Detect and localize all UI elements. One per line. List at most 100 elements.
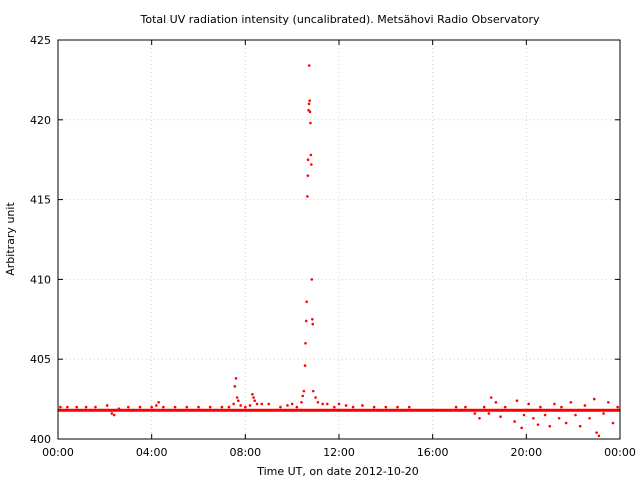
data-point — [499, 415, 502, 418]
data-point — [489, 396, 493, 399]
y-tick-label: 415 — [30, 194, 51, 207]
data-points — [58, 64, 620, 438]
x-axis-label: Time UT, on date 2012-10-20 — [256, 465, 419, 478]
x-tick-label: 20:00 — [510, 446, 542, 459]
plot-frame — [57, 39, 621, 440]
data-baseline-band — [58, 408, 620, 412]
data-point — [306, 174, 310, 177]
data-point — [185, 405, 189, 409]
data-point — [227, 405, 231, 409]
data-point — [304, 319, 308, 323]
data-point — [569, 400, 573, 404]
data-point — [233, 385, 237, 388]
tick-labels: 00:00 04:00 08:00 12:00 16:00 20:00 00:0040040… — [30, 34, 636, 459]
data-point — [564, 421, 568, 425]
y-tick-label: 420 — [30, 114, 51, 127]
x-tick-label: 16:00 — [417, 446, 449, 459]
data-point — [302, 389, 306, 393]
data-point — [220, 405, 224, 409]
data-point — [138, 405, 142, 409]
data-point — [503, 405, 507, 409]
x-tick-label: 00:00 — [604, 446, 636, 459]
data-point — [557, 416, 561, 420]
data-point — [126, 405, 130, 409]
data-point — [308, 99, 312, 102]
data-point — [482, 405, 486, 409]
data-point — [59, 405, 62, 409]
data-point — [384, 405, 388, 409]
data-point — [117, 407, 121, 410]
data-point — [279, 405, 282, 409]
data-point — [588, 416, 591, 420]
data-point — [536, 423, 540, 426]
data-point — [515, 399, 519, 402]
data-point — [301, 394, 305, 398]
data-point — [314, 396, 317, 399]
data-point — [325, 402, 329, 406]
data-point — [522, 413, 526, 417]
data-point — [351, 405, 355, 409]
data-point — [306, 195, 309, 198]
data-point — [311, 318, 314, 321]
y-tick-label: 400 — [30, 433, 51, 446]
x-tick-label: 04:00 — [136, 446, 168, 459]
data-point — [260, 402, 264, 406]
y-tick-label: 410 — [30, 273, 51, 286]
data-point — [267, 402, 271, 406]
data-point — [110, 412, 114, 415]
data-point — [309, 153, 313, 157]
x-tick-label: 08:00 — [229, 446, 261, 459]
data-point — [560, 405, 563, 409]
data-point — [75, 405, 79, 409]
data-point — [237, 399, 240, 402]
data-point — [487, 412, 491, 415]
data-point — [592, 397, 596, 401]
data-point — [235, 396, 239, 399]
data-point — [251, 393, 254, 396]
data-point — [255, 402, 259, 406]
data-point — [595, 431, 598, 434]
data-point — [464, 405, 467, 409]
data-point — [361, 404, 364, 407]
data-point — [234, 377, 238, 380]
grid — [58, 40, 620, 439]
data-point — [162, 405, 165, 409]
data-point — [333, 405, 336, 409]
data-point — [300, 400, 303, 404]
data-point — [574, 413, 577, 417]
y-axis-label: Arbitrary unit — [4, 202, 17, 276]
data-point — [311, 322, 315, 326]
data-point — [66, 405, 69, 409]
x-tick-label: 12:00 — [323, 446, 355, 459]
chart-title: Total UV radiation intensity (uncalibrat… — [140, 13, 540, 26]
data-point — [478, 416, 481, 420]
data-point — [583, 404, 587, 407]
data-point — [305, 300, 308, 304]
data-point — [286, 404, 289, 407]
data-point — [372, 405, 376, 409]
data-point — [602, 412, 605, 415]
x-tick-label: 00:00 — [42, 446, 74, 459]
data-point — [295, 405, 299, 409]
data-point — [150, 405, 153, 409]
data-point — [553, 402, 556, 406]
data-point — [252, 396, 255, 399]
data-point — [321, 402, 324, 406]
data-point — [473, 412, 477, 415]
data-point — [508, 408, 512, 412]
data-point — [548, 424, 552, 428]
data-point — [494, 400, 498, 404]
data-point — [407, 405, 411, 409]
data-point — [316, 400, 320, 404]
data-point — [337, 402, 341, 406]
data-point — [311, 389, 315, 393]
data-point — [539, 405, 542, 409]
data-point — [543, 413, 547, 417]
data-point — [307, 64, 311, 67]
data-point — [303, 364, 307, 367]
data-point — [290, 402, 294, 406]
data-point — [173, 405, 177, 409]
data-point — [157, 400, 160, 404]
data-point — [616, 405, 619, 409]
